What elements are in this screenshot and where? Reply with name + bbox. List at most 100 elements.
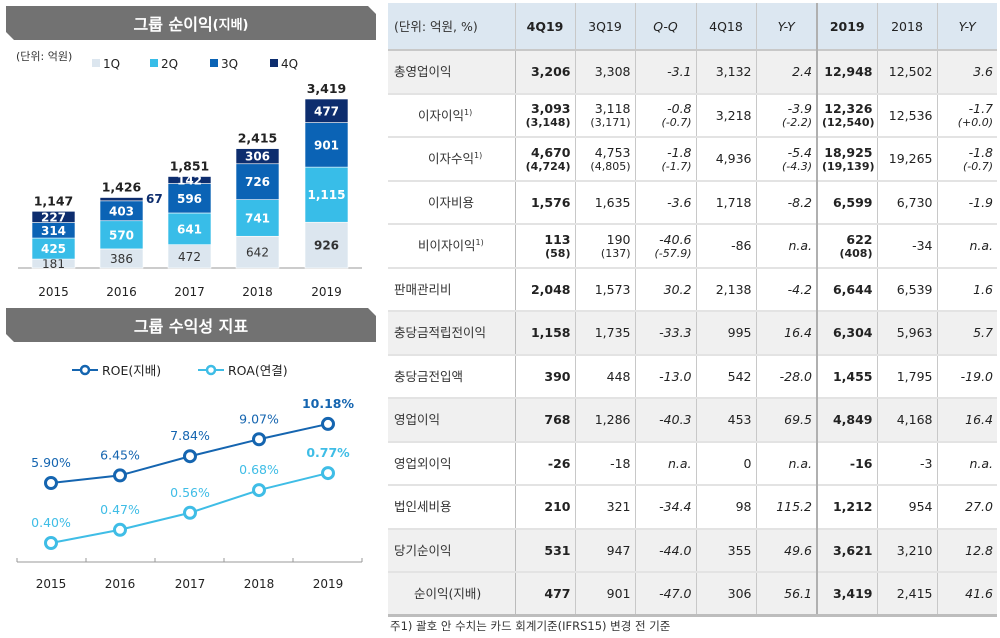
table-cell: 3,118 (3,171) <box>574 93 635 137</box>
row-label: 이자비용 <box>388 180 516 224</box>
bar-value-label: 227 <box>41 210 66 224</box>
row-label-text: 이자비용 <box>428 194 475 210</box>
table-cell: 321 <box>574 485 635 529</box>
cell-value: 4,936 <box>715 151 752 167</box>
table-cell: 98 <box>695 485 756 529</box>
table-cell: 1,212 <box>816 485 877 529</box>
table-cell: -4.2 <box>755 267 817 311</box>
column-header: 4Q19 <box>514 3 575 50</box>
table-cell: -40.6 (-57.9) <box>634 224 696 268</box>
data-label: 0.56% <box>170 485 210 500</box>
column-header: 3Q19 <box>574 3 635 50</box>
cell-subvalue: (3,171) <box>590 116 631 130</box>
table-row: 이자비용 1,576 1,635 -3.6 1,718 -8.2 6,599 6,730 -1.… <box>388 180 997 224</box>
data-label: 9.07% <box>239 411 279 426</box>
bar-2Q-2018 <box>235 199 280 237</box>
table-cell: 27.0 <box>936 485 997 529</box>
cell-value: -40.3 <box>659 412 692 428</box>
table-cell: 1,573 <box>574 267 635 311</box>
row-label-text: 판매관리비 <box>394 281 452 297</box>
legend-swatch-1Q <box>92 59 100 67</box>
data-label: 0.68% <box>239 462 279 477</box>
cell-value: 5,963 <box>896 325 933 341</box>
table-cell: 2,138 <box>695 267 756 311</box>
unit-label: (단위: 억원) <box>16 50 73 63</box>
table-cell: 390 <box>514 354 575 398</box>
legend-swatch-4Q <box>270 59 278 67</box>
table-cell: 1,576 <box>514 180 575 224</box>
cell-value: 12,536 <box>888 107 933 123</box>
total-label: 3,419 <box>307 81 347 96</box>
cell-value: 98 <box>735 499 752 515</box>
table-cell: 12,948 <box>816 50 877 94</box>
cell-value: -4.2 <box>787 281 812 297</box>
bar-value-label: 926 <box>314 239 339 253</box>
legend-swatch-3Q <box>210 59 218 67</box>
bar-value-label: 67 <box>146 192 163 206</box>
table-cell: 30.2 <box>634 267 696 311</box>
legend-label: 1Q <box>103 57 120 71</box>
legend-label: 3Q <box>221 57 238 71</box>
cell-value: -1.8 <box>667 144 692 160</box>
cell-value: 12,948 <box>824 64 873 80</box>
cell-value: -47.0 <box>659 586 692 601</box>
table-cell: 3,308 <box>574 50 635 94</box>
table-cell: -28.0 <box>755 354 817 398</box>
table-cell: 2,048 <box>514 267 575 311</box>
x-tick-label: 2019 <box>313 577 344 591</box>
row-label-text: 영업외이익 <box>394 455 452 471</box>
column-header: Q-Q <box>634 3 696 50</box>
table-row: 비이자이익1) 113 (58) 190 (137) -40.6 (-57.9) -86 n.a… <box>388 224 997 268</box>
bar-value-label: 1,115 <box>308 188 346 202</box>
table-cell: 56.1 <box>755 572 817 616</box>
cell-subvalue: (408) <box>839 246 873 260</box>
cell-value: 306 <box>727 586 752 601</box>
cell-value: 12,326 <box>824 101 873 117</box>
cell-subvalue: (4,805) <box>590 159 631 173</box>
x-tick-label: 2018 <box>244 577 275 591</box>
row-label: 이자이익1) <box>388 93 516 137</box>
table-cell: 3,132 <box>695 50 756 94</box>
bar-1Q-2018 <box>235 235 280 269</box>
column-header: 2019 <box>816 3 877 50</box>
row-label: 순이익(지배) <box>388 572 516 616</box>
cell-value: -44.0 <box>659 542 692 558</box>
cell-value: -0.8 <box>667 101 692 117</box>
cell-subvalue: (58) <box>545 246 571 260</box>
table-cell: -18 <box>574 441 635 485</box>
x-tick-label: 2015 <box>38 285 69 299</box>
cell-value: -1.9 <box>968 194 993 210</box>
table-cell: 113 (58) <box>514 224 575 268</box>
x-tick-label: 2017 <box>175 577 206 591</box>
table-cell: 1,718 <box>695 180 756 224</box>
cell-subvalue: (-0.7) <box>661 116 692 130</box>
table-cell: 1,735 <box>574 311 635 355</box>
table-cell: -26 <box>514 441 575 485</box>
legend-marker <box>79 364 91 376</box>
cell-value: 453 <box>727 412 752 428</box>
data-point <box>44 476 58 490</box>
bar-value-label: 726 <box>245 175 270 189</box>
cell-value: 542 <box>727 368 752 384</box>
cell-value: 1,158 <box>530 325 571 341</box>
title-text: 그룹 순이익 <box>133 15 213 34</box>
cell-value: -18 <box>610 455 631 471</box>
table-cell: 3,210 <box>876 528 937 572</box>
table-cell: 4,670 (4,724) <box>514 137 575 181</box>
row-label-text: 당기순이익 <box>394 542 452 558</box>
title-suffix: (지배) <box>212 17 249 33</box>
table-cell: 115.2 <box>755 485 817 529</box>
data-point <box>321 466 335 481</box>
table-cell: 190 (137) <box>574 224 635 268</box>
row-label-text: 총영업이익 <box>394 64 452 80</box>
table-cell: -86 <box>695 224 756 268</box>
table-cell: 947 <box>574 528 635 572</box>
cell-value: n.a. <box>969 238 993 254</box>
row-label-text: 영업이익 <box>394 412 441 428</box>
cell-value: 190 <box>606 231 631 247</box>
legend-label: 2Q <box>161 57 178 71</box>
table-row: 충당금적립전이익 1,158 1,735 -33.3 995 16.4 6,304 5,963… <box>388 311 997 355</box>
table-cell: 12.8 <box>936 528 997 572</box>
cell-value: 16.4 <box>965 412 993 428</box>
